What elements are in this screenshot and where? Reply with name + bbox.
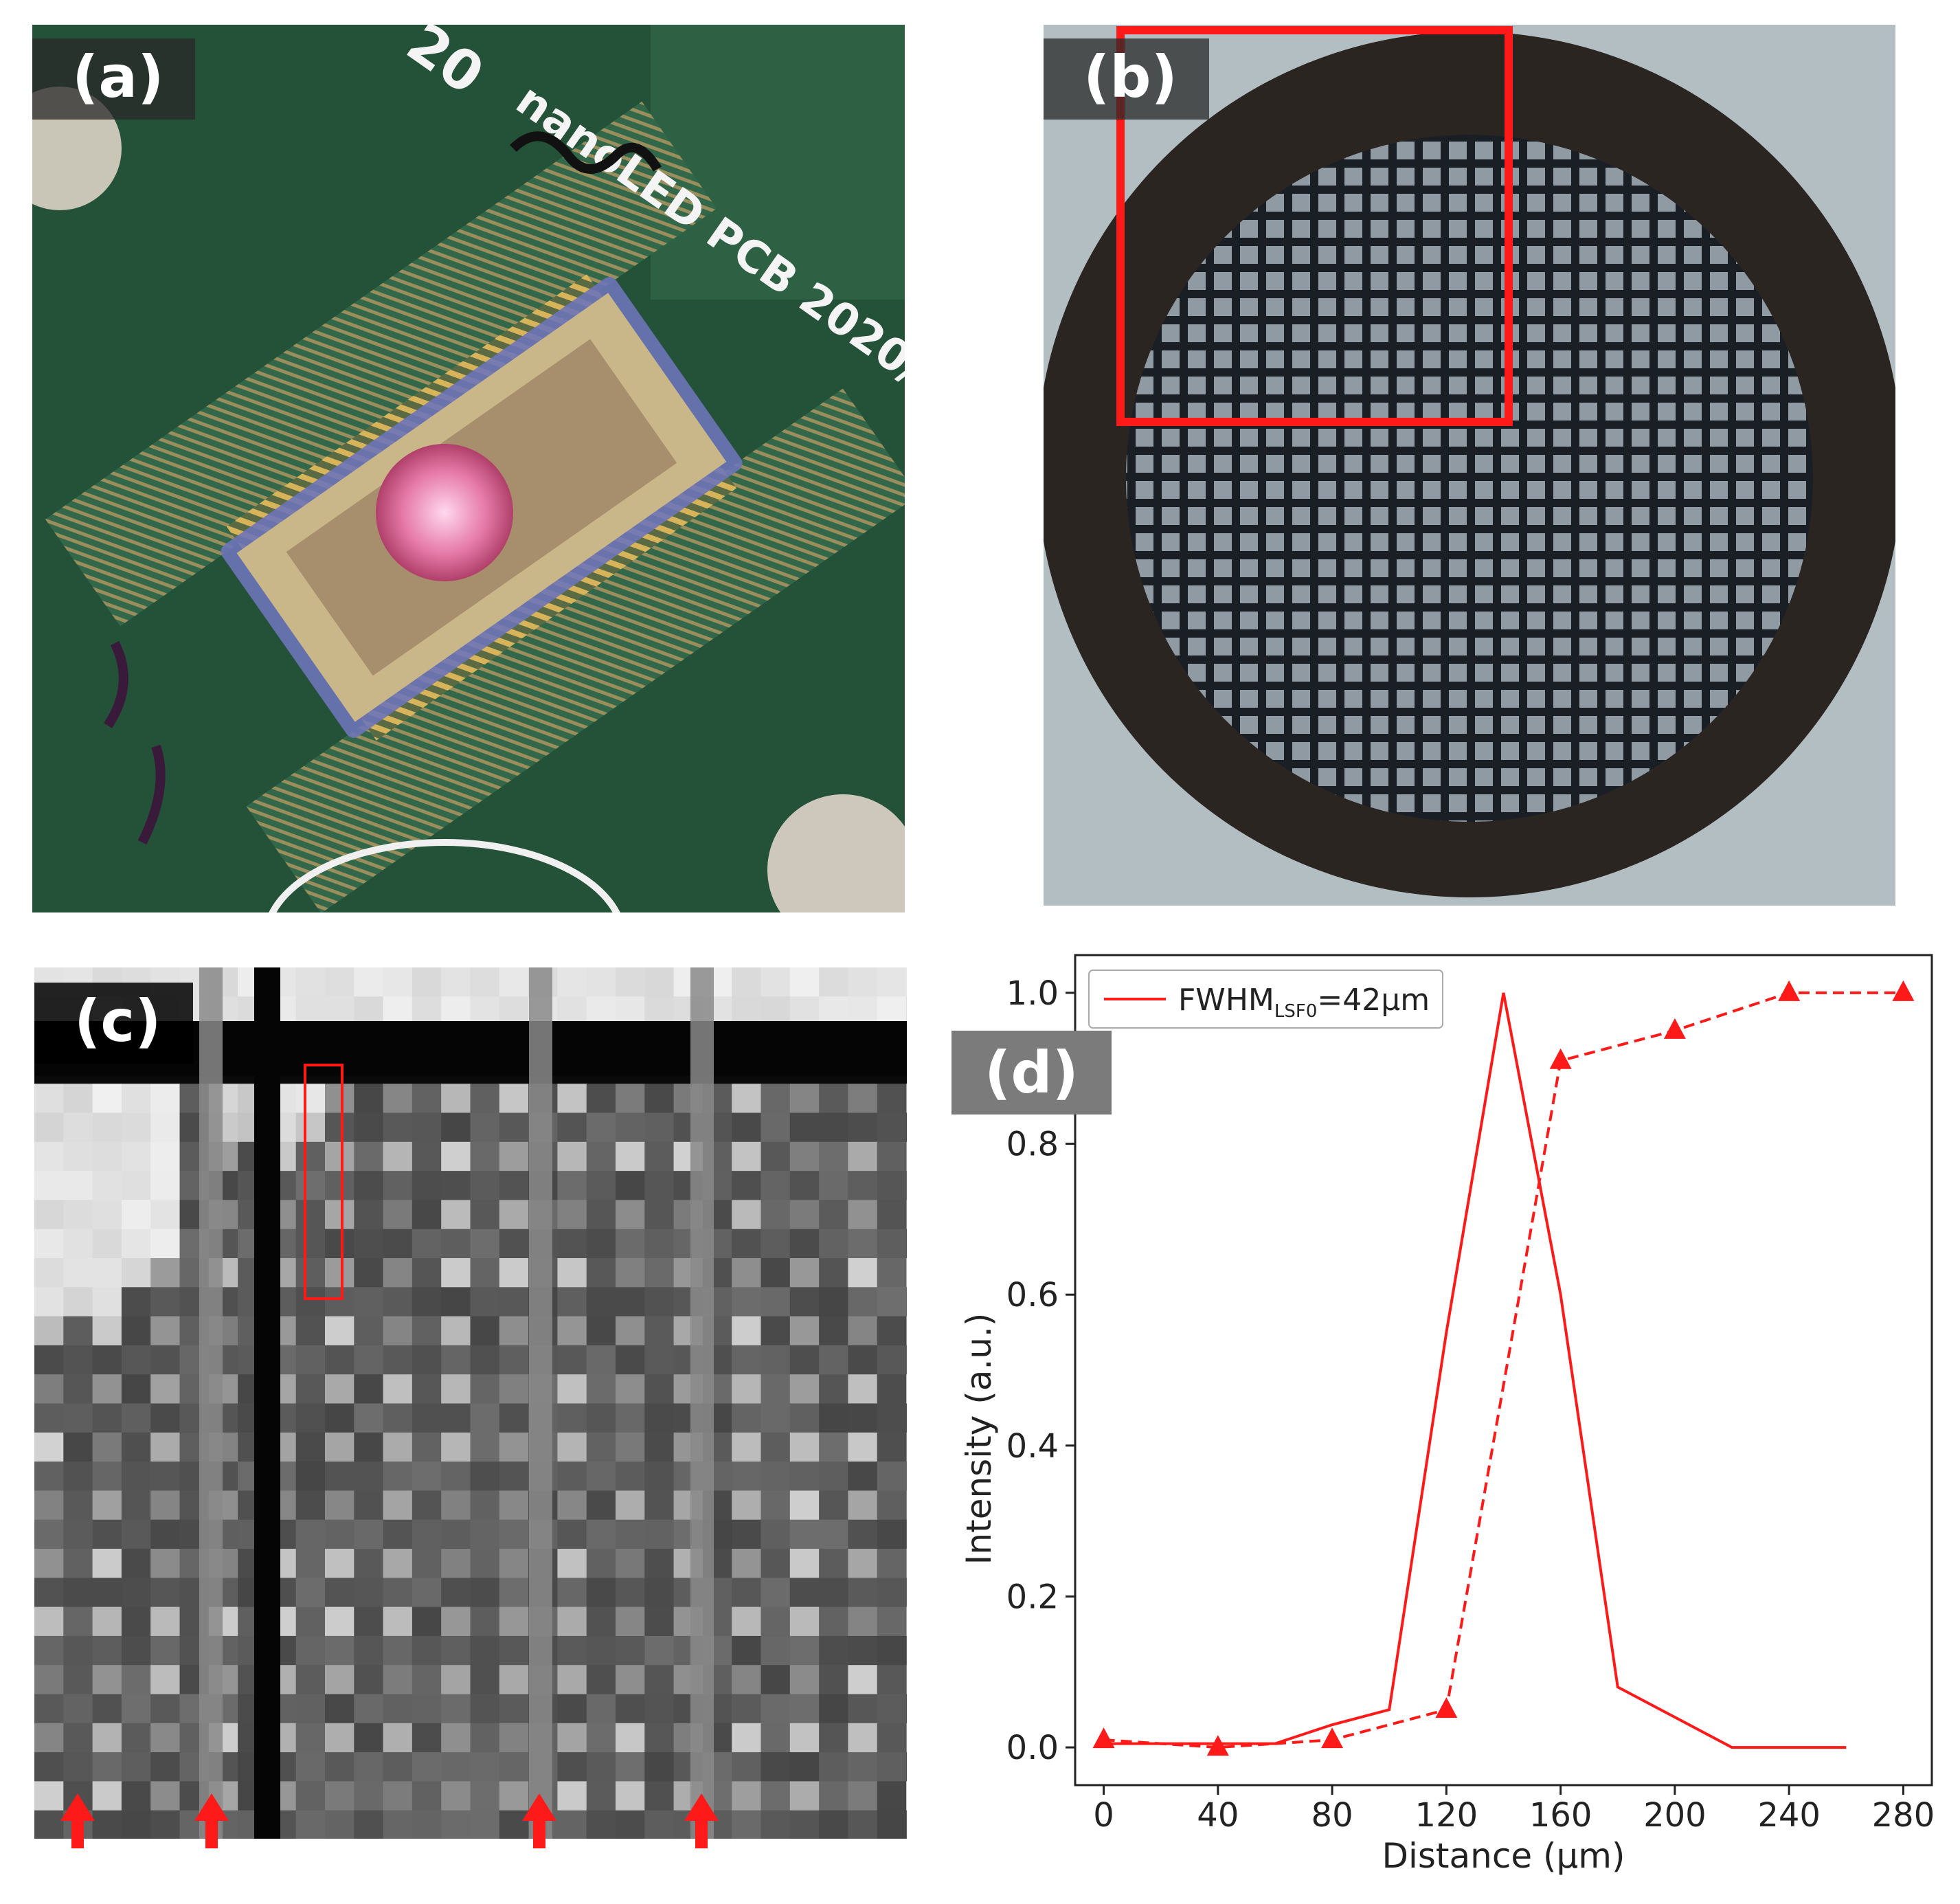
y-tick-label: 0.0	[1006, 1729, 1059, 1767]
panel-d-chart: 0 40 80 120 160 200 240 280 0.0 0.2 0.4 0.6 0.8 1.0 Di…	[959, 954, 1935, 1876]
y-tick-label: 1.0	[1006, 974, 1059, 1013]
x-tick-label: 80	[1311, 1796, 1353, 1835]
grid-photo-illustration	[1044, 25, 1895, 906]
esf-triangle-marker	[1321, 1727, 1344, 1749]
y-tick-label: 0.6	[1006, 1276, 1059, 1314]
legend-label: FWHMLSF0=42µm	[1178, 983, 1430, 1022]
esf-triangle-marker	[1206, 1735, 1229, 1756]
y-tick-label: 0.8	[1006, 1125, 1059, 1164]
red-arrow-2-icon	[194, 1793, 229, 1848]
x-tick-label: 240	[1757, 1796, 1821, 1835]
esf-dashed-line	[1103, 991, 1904, 1749]
y-axis-label: Intensity (a.u.)	[959, 1313, 999, 1565]
esf-triangle-marker	[1663, 1018, 1686, 1039]
plot-frame	[1074, 954, 1933, 1787]
x-tick-label: 160	[1529, 1796, 1592, 1835]
panel-b-grid-photo: (b)	[1044, 25, 1895, 906]
esf-triangle-marker	[1435, 1697, 1458, 1718]
red-arrow-1-icon	[60, 1793, 95, 1848]
x-axis-label: Distance (µm)	[1382, 1836, 1625, 1876]
red-arrow-3-icon	[522, 1793, 556, 1848]
y-tick-label: 0.2	[1006, 1578, 1059, 1616]
panel-a-label: (a)	[32, 38, 196, 120]
esf-triangle-marker	[1092, 1727, 1115, 1749]
x-tick-label: 40	[1197, 1796, 1239, 1835]
legend-box	[1088, 970, 1443, 1029]
reconstruction-pixel-grid	[34, 967, 907, 1839]
panel-b-label: (b)	[1044, 38, 1209, 120]
x-tick-label: 280	[1872, 1796, 1935, 1835]
pcb-photo-illustration: nanoLED PCB 2020/0 20	[32, 25, 905, 912]
red-arrow-4-icon	[684, 1793, 719, 1848]
y-tick-label: 0.4	[1006, 1427, 1059, 1466]
panel-a-pcb-photo: nanoLED PCB 2020/0 20 (a)	[32, 25, 905, 912]
esf-triangle-marker	[1549, 1048, 1572, 1069]
esf-triangle-marker	[1778, 980, 1801, 1001]
x-tick-label: 0	[1093, 1796, 1114, 1835]
panel-d-label: (d)	[951, 1031, 1112, 1115]
esf-triangle-marker	[1892, 980, 1915, 1001]
lsf-solid-line	[1103, 992, 1847, 1749]
x-tick-label: 200	[1643, 1796, 1706, 1835]
x-tick-label: 120	[1415, 1796, 1478, 1835]
roi-box	[304, 1064, 343, 1300]
panel-c-reconstruction: (c)	[34, 967, 907, 1839]
panel-c-label: (c)	[34, 983, 193, 1064]
